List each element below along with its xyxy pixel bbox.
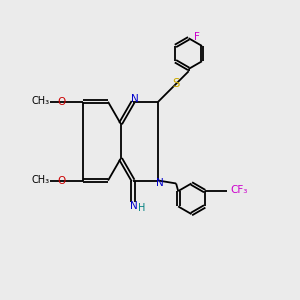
Text: N: N (131, 94, 139, 104)
Text: O: O (57, 97, 66, 107)
Text: N: N (156, 178, 164, 188)
Text: CH₃: CH₃ (32, 175, 50, 185)
Text: O: O (57, 176, 66, 185)
Text: F: F (194, 32, 200, 42)
Text: CH₃: CH₃ (32, 96, 50, 106)
Text: H: H (138, 203, 145, 213)
Text: S: S (173, 77, 180, 90)
Text: CF₃: CF₃ (230, 185, 248, 195)
Text: N: N (130, 201, 138, 211)
